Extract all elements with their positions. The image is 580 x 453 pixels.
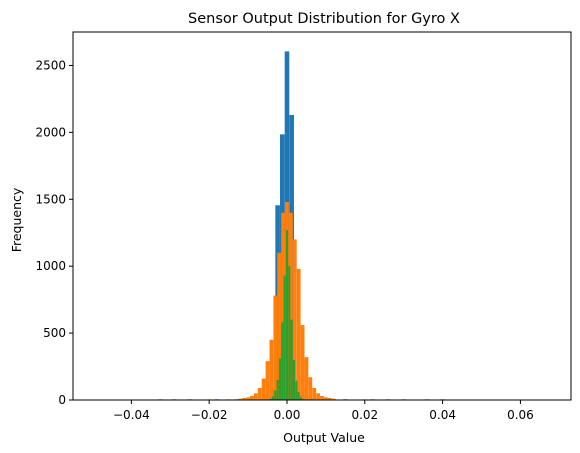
histogram-bar-series-3-bin-7: [281, 322, 284, 400]
histogram-bar-series-2-bin-5: [242, 397, 247, 400]
histogram-bar-series-2-bin-14: [277, 252, 282, 400]
histogram-bar-series-3-bin-4: [274, 390, 277, 400]
x-tick-label: 0.02: [351, 408, 378, 422]
bars-layer: [158, 51, 445, 401]
histogram-bar-series-2-bin-9: [257, 387, 262, 400]
histogram-bar-series-2-bin-26: [323, 397, 328, 400]
histogram-bar-series-2-bin-4: [238, 398, 243, 400]
histogram-bar-series-3-bin-2: [269, 398, 272, 400]
y-tick-label: 500: [43, 326, 66, 340]
histogram-bar-series-3-bin-16: [302, 398, 305, 400]
histogram-bar-series-3-bin-15: [299, 397, 303, 400]
histogram-bar-series-3-bin-6: [278, 358, 282, 400]
y-axis-label: Frequency: [9, 187, 24, 252]
histogram-bar-series-3-bin-11: [290, 319, 293, 400]
histogram-bar-series-3-bin-12: [292, 359, 296, 400]
histogram-bar-series-2-bin-8: [253, 393, 258, 400]
histogram-bar-series-2-bin-23: [312, 387, 317, 400]
x-axis-label: Output Value: [283, 430, 365, 445]
histogram-bar-series-2-bin-7: [250, 395, 254, 400]
x-tick-label: −0.04: [113, 408, 150, 422]
histogram-bar-series-3-bin-14: [297, 391, 300, 400]
chart-title: Sensor Output Distribution for Gyro X: [188, 11, 460, 27]
histogram-bar-series-3-bin-13: [295, 381, 298, 400]
x-tick-label: 0.04: [429, 408, 456, 422]
histogram-bar-series-2-bin-15: [281, 212, 286, 400]
histogram-bar-series-2-bin-25: [320, 395, 324, 400]
histogram-bar-series-2-bin-11: [265, 361, 270, 400]
y-tick-label: 2500: [35, 58, 66, 72]
histogram-bar-series-2-bin-17: [288, 212, 293, 400]
histogram-bar-series-2-bin-13: [273, 295, 278, 400]
axes-layer: −0.04 −0.02 0.00 0.02 0.04 0.06 0 500 1000 1500 20…: [35, 31, 572, 422]
histogram-bar-series-3-bin-8: [283, 275, 286, 400]
histogram-bar-series-2-bin-10: [261, 378, 266, 400]
plot-frame: [72, 31, 572, 401]
histogram-bar-series-2-bin-20: [300, 325, 305, 400]
histogram-bar-series-2-bin-6: [246, 397, 250, 400]
x-tick-label: 0.06: [507, 408, 534, 422]
histogram-bar-series-2-bin-18: [292, 239, 297, 400]
x-tick-label: −0.02: [191, 408, 228, 422]
y-tick-label: 0: [58, 393, 66, 407]
histogram-bar-series-2-bin-28: [331, 398, 336, 400]
y-tick-label: 1000: [35, 259, 66, 273]
histogram-bar-series-3-bin-9: [285, 230, 289, 400]
histogram-bar-series-3-bin-3: [271, 396, 275, 400]
histogram-bar-series-2-bin-21: [304, 357, 309, 400]
histogram-bar-series-2-bin-22: [308, 377, 313, 400]
y-tick-label: 2000: [35, 125, 66, 139]
histogram-bar-series-3-bin-10: [288, 266, 291, 400]
histogram-bar-series-3-bin-5: [276, 379, 279, 400]
histogram-bar-series-2-bin-27: [327, 397, 332, 400]
histogram-bar-series-2-bin-24: [316, 393, 321, 400]
histogram-bar-series-2-bin-12: [269, 339, 274, 400]
histogram-bar-series-2-bin-19: [296, 268, 301, 400]
x-tick-label: 0.00: [274, 408, 301, 422]
y-tick-label: 1500: [35, 192, 66, 206]
